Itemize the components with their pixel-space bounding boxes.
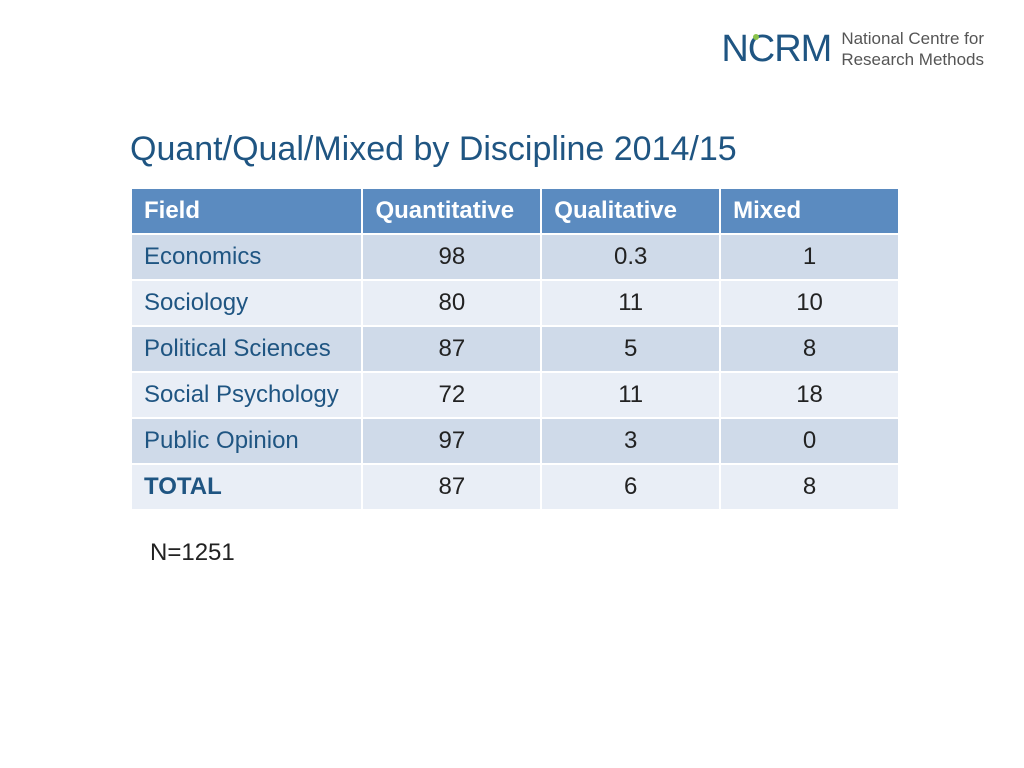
table-header-row: Field Quantitative Qualitative Mixed [131, 188, 899, 234]
cell-quant: 72 [362, 372, 541, 418]
cell-mixed: 18 [720, 372, 899, 418]
cell-mixed: 8 [720, 326, 899, 372]
col-header-field: Field [131, 188, 362, 234]
logo-text-line1: National Centre for [841, 29, 984, 49]
table-row: Economics 98 0.3 1 [131, 234, 899, 280]
cell-quant: 97 [362, 418, 541, 464]
cell-field: Political Sciences [131, 326, 362, 372]
col-header-mixed: Mixed [720, 188, 899, 234]
table-row: Sociology 80 11 10 [131, 280, 899, 326]
cell-field: Social Psychology [131, 372, 362, 418]
cell-qual: 5 [541, 326, 720, 372]
col-header-qual: Qualitative [541, 188, 720, 234]
cell-field: TOTAL [131, 464, 362, 510]
table-row: Social Psychology 72 11 18 [131, 372, 899, 418]
table-row: Political Sciences 87 5 8 [131, 326, 899, 372]
cell-qual: 3 [541, 418, 720, 464]
cell-field: Economics [131, 234, 362, 280]
cell-quant: 87 [362, 464, 541, 510]
main-content: Quant/Qual/Mixed by Discipline 2014/15 F… [130, 130, 900, 567]
cell-quant: 87 [362, 326, 541, 372]
cell-quant: 80 [362, 280, 541, 326]
cell-qual: 0.3 [541, 234, 720, 280]
col-header-quant: Quantitative [362, 188, 541, 234]
cell-quant: 98 [362, 234, 541, 280]
table-row-total: TOTAL 87 6 8 [131, 464, 899, 510]
cell-mixed: 10 [720, 280, 899, 326]
cell-qual: 11 [541, 372, 720, 418]
data-table: Field Quantitative Qualitative Mixed Eco… [130, 187, 900, 511]
logo-text: National Centre for Research Methods [841, 29, 984, 70]
cell-field: Public Opinion [131, 418, 362, 464]
cell-mixed: 8 [720, 464, 899, 510]
cell-field: Sociology [131, 280, 362, 326]
cell-mixed: 0 [720, 418, 899, 464]
cell-mixed: 1 [720, 234, 899, 280]
logo-text-line2: Research Methods [841, 50, 984, 70]
page-title: Quant/Qual/Mixed by Discipline 2014/15 [130, 130, 900, 169]
sample-size-note: N=1251 [150, 539, 900, 567]
logo: NCRM National Centre for Research Method… [721, 28, 984, 71]
cell-qual: 6 [541, 464, 720, 510]
cell-qual: 11 [541, 280, 720, 326]
table-row: Public Opinion 97 3 0 [131, 418, 899, 464]
logo-mark: NCRM [721, 28, 831, 71]
